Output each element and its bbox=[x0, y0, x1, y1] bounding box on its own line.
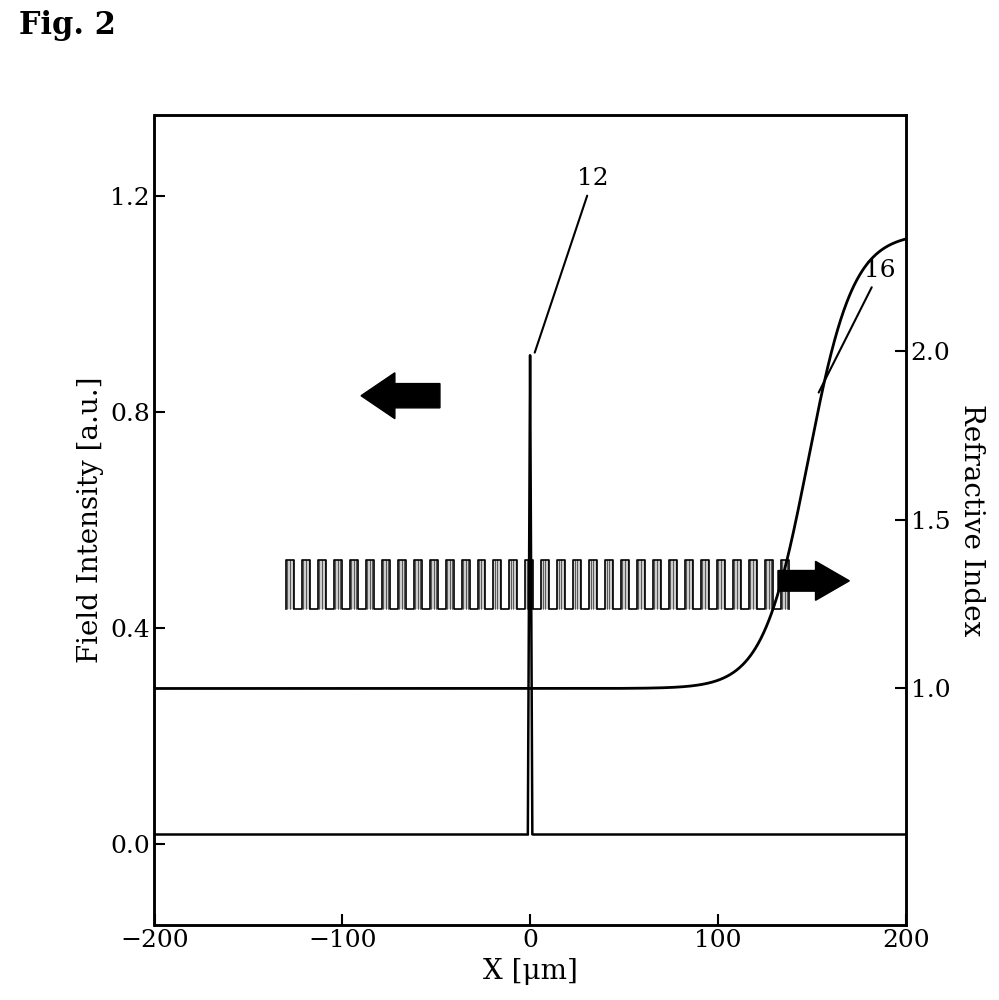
Bar bbox=[556, 560, 564, 609]
Bar bbox=[652, 560, 660, 609]
Bar bbox=[604, 560, 612, 609]
Bar bbox=[334, 560, 342, 609]
Text: 12: 12 bbox=[534, 167, 608, 353]
FancyArrow shape bbox=[361, 373, 440, 419]
Bar bbox=[318, 560, 326, 609]
Bar bbox=[780, 560, 788, 609]
Bar bbox=[302, 560, 310, 609]
Bar bbox=[620, 560, 628, 609]
Y-axis label: Refractive Index: Refractive Index bbox=[957, 404, 984, 636]
Bar bbox=[398, 560, 406, 609]
Y-axis label: Field Intensity [a.u.]: Field Intensity [a.u.] bbox=[77, 377, 104, 663]
Bar bbox=[700, 560, 708, 609]
Bar bbox=[684, 560, 692, 609]
Bar bbox=[732, 560, 740, 609]
Bar bbox=[748, 560, 756, 609]
Bar bbox=[716, 560, 724, 609]
FancyArrow shape bbox=[777, 561, 848, 600]
Bar bbox=[540, 560, 548, 609]
Bar bbox=[366, 560, 374, 609]
Text: 16: 16 bbox=[818, 259, 895, 393]
Bar bbox=[636, 560, 644, 609]
Bar bbox=[382, 560, 390, 609]
X-axis label: X [μm]: X [μm] bbox=[483, 958, 577, 985]
Bar bbox=[668, 560, 676, 609]
Bar bbox=[350, 560, 358, 609]
Bar bbox=[414, 560, 422, 609]
Bar bbox=[764, 560, 772, 609]
Bar bbox=[588, 560, 596, 609]
Bar bbox=[446, 560, 454, 609]
Bar bbox=[572, 560, 580, 609]
Bar bbox=[462, 560, 470, 609]
Bar bbox=[508, 560, 516, 609]
Bar bbox=[524, 560, 532, 609]
Text: Fig. 2: Fig. 2 bbox=[19, 10, 116, 41]
Bar bbox=[286, 560, 294, 609]
Bar bbox=[478, 560, 485, 609]
Bar bbox=[493, 560, 500, 609]
Bar bbox=[430, 560, 438, 609]
